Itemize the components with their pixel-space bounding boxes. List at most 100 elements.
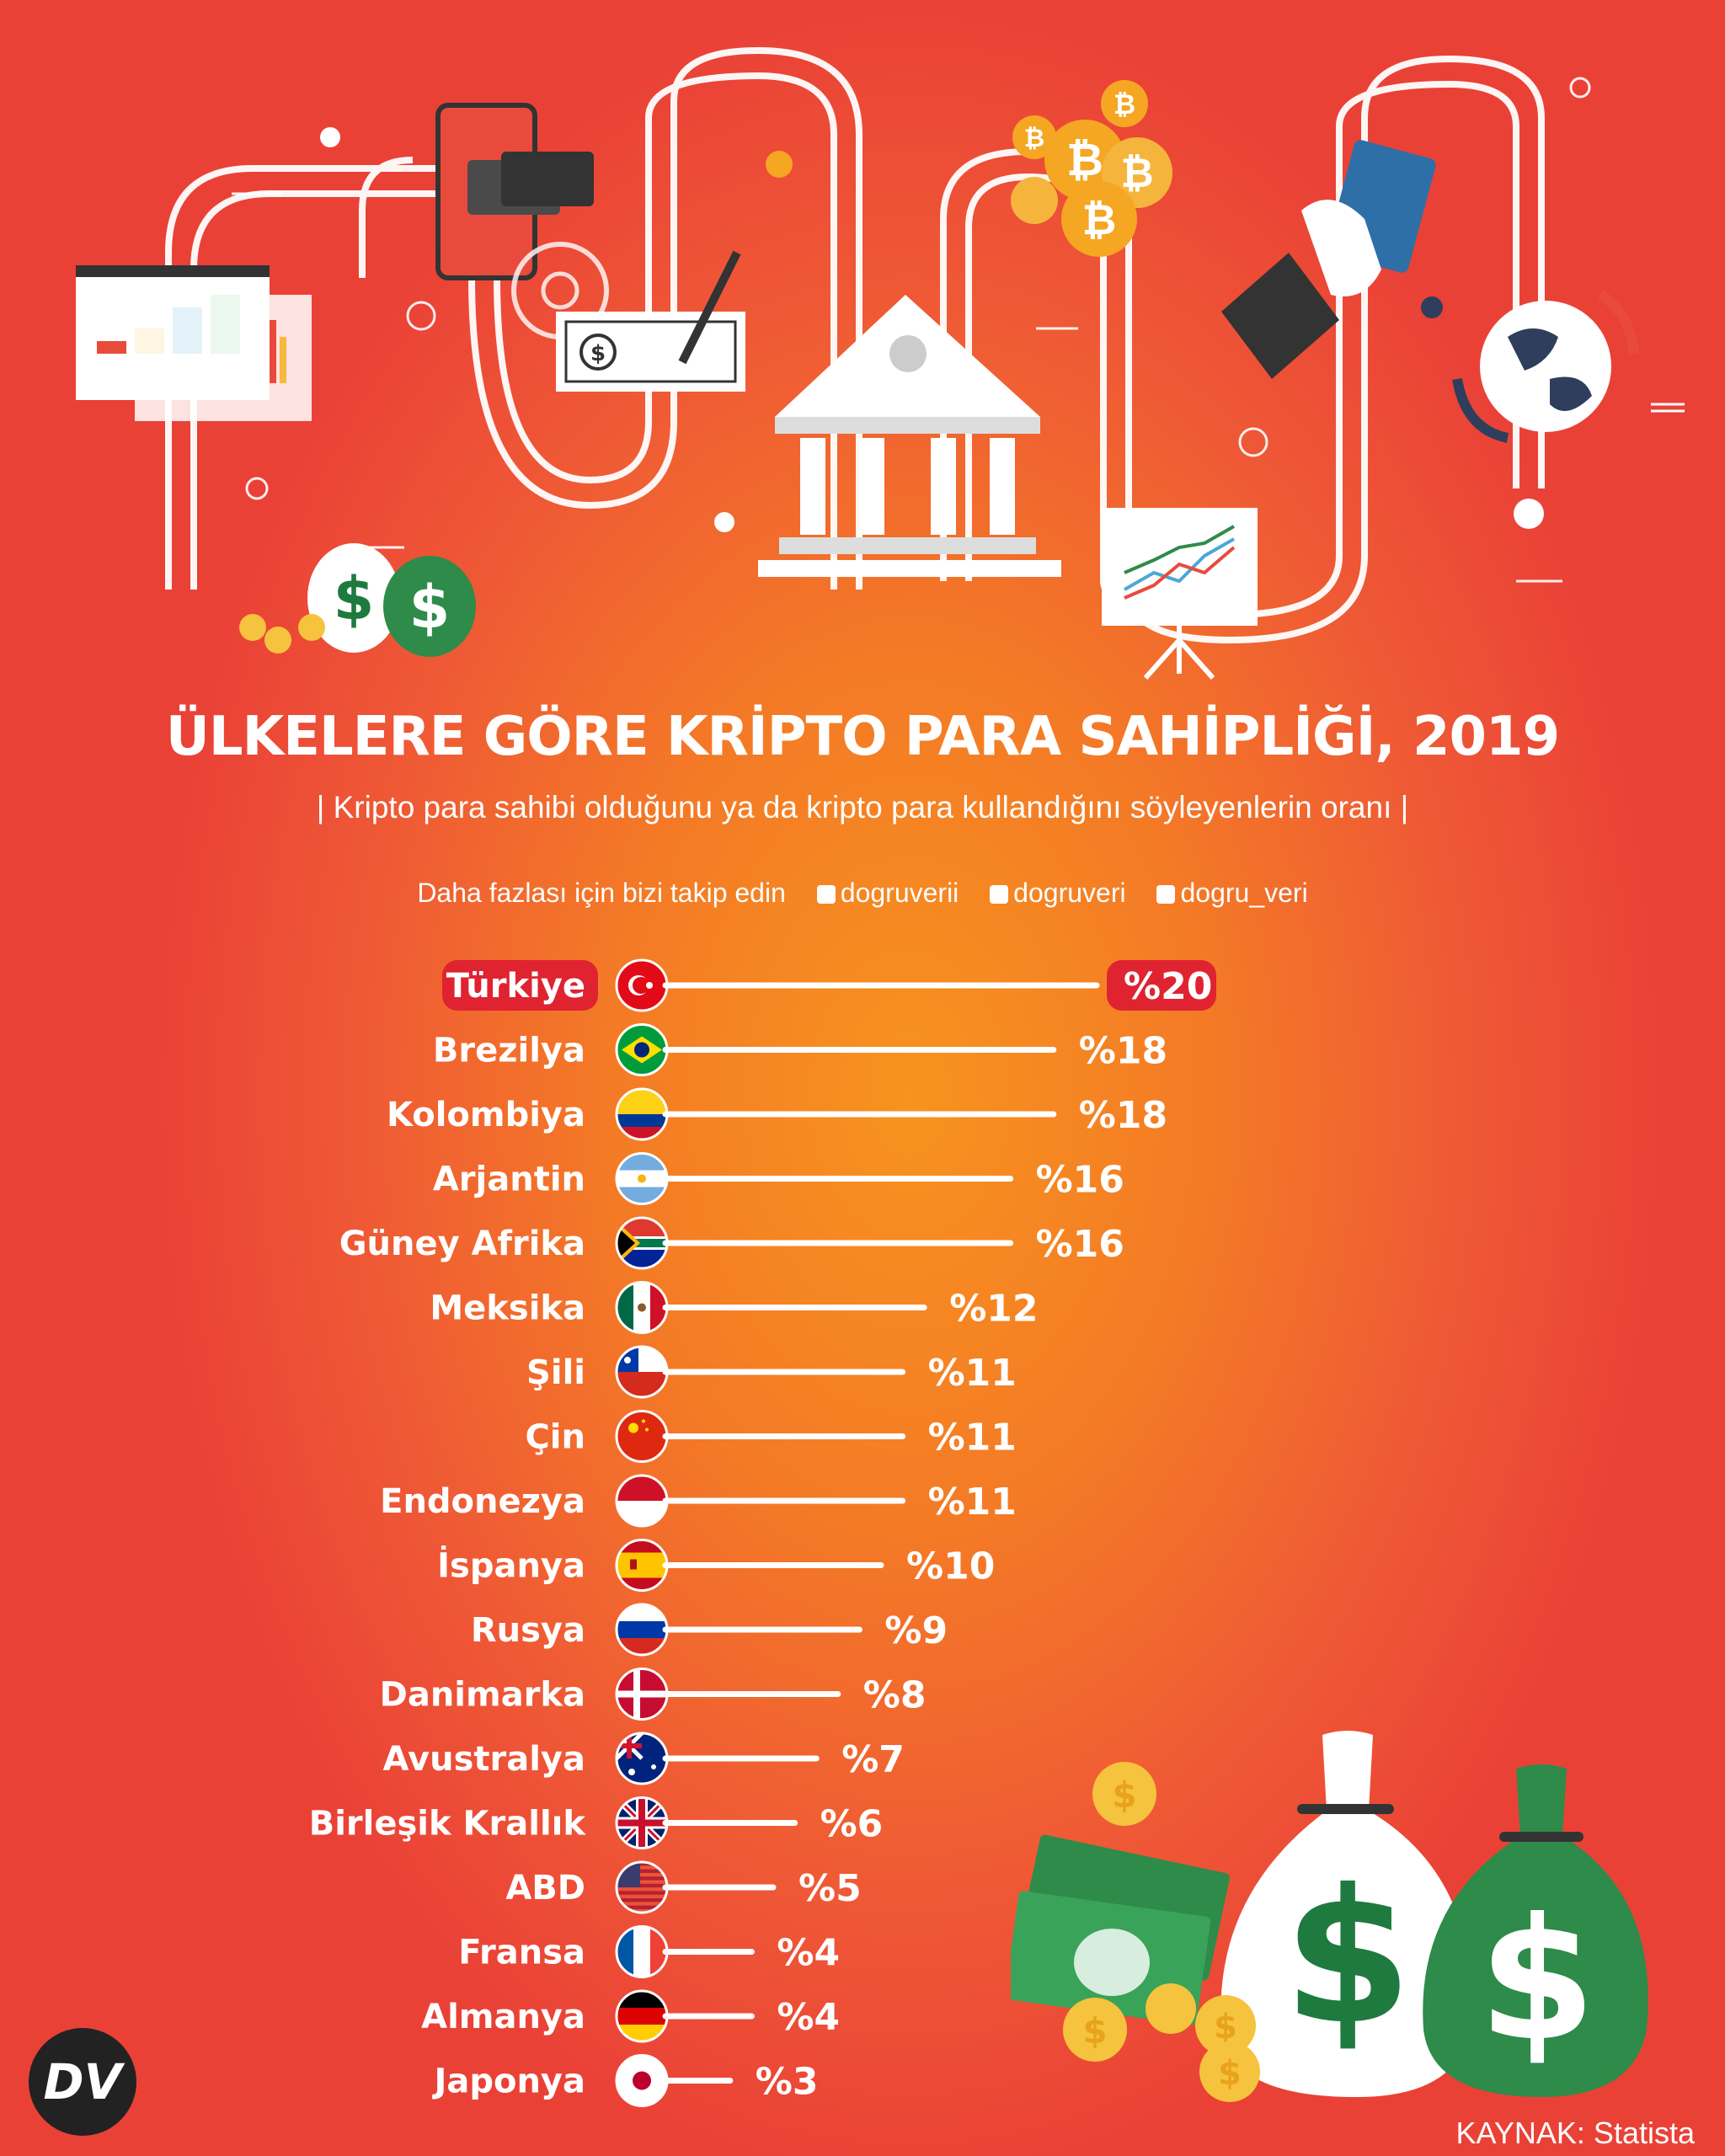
svg-text:$: $	[1082, 2010, 1107, 2052]
category-label: ABD	[505, 1869, 585, 1908]
chart-subtitle: | Kripto para sahibi olduğunu ya da krip…	[316, 790, 1409, 825]
svg-text:₿: ₿	[1082, 195, 1117, 244]
bar-row: Fransa %4	[458, 1925, 840, 1978]
svg-text:₿: ₿	[1120, 150, 1153, 197]
svg-text:$: $	[1218, 2054, 1242, 2093]
facebook-handle: dogruverii	[840, 878, 959, 908]
instagram-link[interactable]: dogruveri	[990, 878, 1126, 908]
instagram-icon	[990, 885, 1009, 904]
bar-row: Rusya %9	[471, 1603, 948, 1657]
value-label: %16	[1036, 1159, 1124, 1202]
flag-gb-icon	[617, 1797, 667, 1849]
category-label: Türkiye	[446, 967, 585, 1006]
value-label: %20	[1124, 965, 1212, 1008]
flag-tr-icon	[617, 960, 667, 1011]
category-label: Endonezya	[380, 1482, 585, 1521]
facebook-icon	[816, 885, 836, 904]
category-label: Fransa	[458, 1934, 585, 1972]
value-label: %11	[928, 1481, 1017, 1524]
bar-chart: Türkiye %20 Brezilya %18 Kolombiya %18 Arjanti…	[309, 958, 1216, 2107]
globe-icon	[1452, 290, 1685, 443]
bank-building-icon	[758, 295, 1061, 577]
bar-row: Arjantin %16	[433, 1152, 1124, 1205]
category-label: İspanya	[437, 1545, 585, 1586]
svg-text:$: $	[1283, 1849, 1412, 2065]
value-label: %3	[756, 2061, 819, 2104]
category-label: Meksika	[430, 1289, 585, 1328]
svg-text:$: $	[590, 341, 606, 366]
bar-row: Danimarka %8	[380, 1668, 927, 1721]
instagram-handle: dogruveri	[1013, 878, 1126, 908]
bar-row: Kolombiya %18	[387, 1087, 1167, 1141]
category-label: Arjantin	[433, 1161, 585, 1199]
money-bags-illustration: $ $ $ $ $ $	[1011, 1731, 1648, 2102]
value-label: %4	[777, 1996, 840, 2039]
flag-br-icon	[617, 1024, 667, 1075]
svg-text:₿: ₿	[1024, 124, 1044, 153]
bar-row: Avustralya %7	[382, 1732, 905, 1785]
bar-row: Almanya %4	[421, 1989, 840, 2043]
value-label: %10	[906, 1545, 995, 1588]
header-illustration: $ $ $ ₿ ₿ ₿ ₿ ₿	[76, 46, 1685, 680]
svg-text:$: $	[409, 573, 451, 642]
category-label: Danimarka	[380, 1676, 585, 1715]
bar-row: Türkiye %20	[442, 958, 1216, 1012]
category-label: Almanya	[421, 1998, 585, 2036]
facebook-link[interactable]: dogruverii	[816, 878, 959, 908]
value-label: %7	[841, 1738, 905, 1781]
svg-text:$: $	[1214, 2008, 1237, 2047]
value-label: %9	[884, 1609, 948, 1652]
flag-dk-icon	[617, 1668, 667, 1720]
twitter-handle: dogru_veri	[1180, 878, 1308, 908]
flag-jp-icon	[617, 2055, 667, 2106]
value-label: %18	[1079, 1030, 1167, 1073]
gold-coins-icon: $ $ $ $	[1063, 1762, 1260, 2102]
value-label: %11	[928, 1417, 1017, 1460]
flag-us-icon	[617, 1862, 667, 1909]
value-label: %4	[777, 1932, 840, 1975]
value-label: %6	[820, 1803, 884, 1846]
category-label: Şili	[526, 1353, 585, 1392]
bar-row: Birleşik Krallık %6	[309, 1796, 884, 1849]
bitcoin-coins-icon: ₿ ₿ ₿ ₿ ₿	[766, 80, 1172, 257]
social-intro: Daha fazlası için bizi takip edin	[417, 878, 786, 908]
value-label: %16	[1036, 1223, 1124, 1266]
svg-text:₿: ₿	[1066, 133, 1103, 186]
twitter-icon	[1156, 885, 1176, 904]
svg-text:$: $	[1112, 1774, 1136, 1816]
bar-row: Japonya %3	[431, 2054, 819, 2107]
source-note: KAYNAK: Statista	[1455, 2116, 1695, 2150]
bar-chart-window-icon	[76, 265, 312, 421]
bar-row: Güney Afrika %16	[339, 1216, 1124, 1270]
bar-row: Şili %11	[526, 1345, 1017, 1399]
category-label: Avustralya	[382, 1740, 585, 1779]
value-label: %8	[863, 1674, 927, 1717]
money-bags-icon: $ $	[239, 543, 476, 657]
flag-es-icon	[617, 1540, 667, 1591]
bar-row: ABD %5	[505, 1860, 862, 1914]
value-label: %12	[949, 1288, 1038, 1331]
value-label: %5	[798, 1867, 862, 1910]
flag-au-icon	[617, 1733, 667, 1784]
check-pen-icon: $	[556, 250, 745, 392]
highlight-label-pill	[442, 960, 598, 1011]
bar-row: Endonezya %11	[380, 1474, 1017, 1528]
flag-cn-icon	[617, 1411, 667, 1462]
green-money-bag-icon: $	[1423, 1764, 1648, 2097]
category-label: Güney Afrika	[339, 1225, 585, 1263]
highlight-value-pill	[1107, 960, 1216, 1011]
twitter-link[interactable]: dogru_veri	[1156, 878, 1308, 908]
bar-row: İspanya %10	[437, 1539, 995, 1592]
value-label: %11	[928, 1352, 1017, 1395]
svg-text:$: $	[334, 564, 375, 633]
dv-logo: DV	[29, 2028, 136, 2136]
chart-title: ÜLKELERE GÖRE KRİPTO PARA SAHİPLİĞİ, 201…	[165, 706, 1560, 768]
white-money-bag-icon: $	[1220, 1731, 1471, 2097]
category-label: Birleşik Krallık	[309, 1805, 587, 1844]
line-chart-board-icon	[1102, 508, 1258, 680]
category-label: Japonya	[431, 2063, 585, 2101]
social-links: Daha fazlası için bizi takip edin dogruv…	[0, 878, 1725, 909]
value-label: %18	[1079, 1094, 1167, 1137]
category-label: Rusya	[471, 1611, 585, 1650]
svg-text:₿: ₿	[1114, 88, 1135, 120]
